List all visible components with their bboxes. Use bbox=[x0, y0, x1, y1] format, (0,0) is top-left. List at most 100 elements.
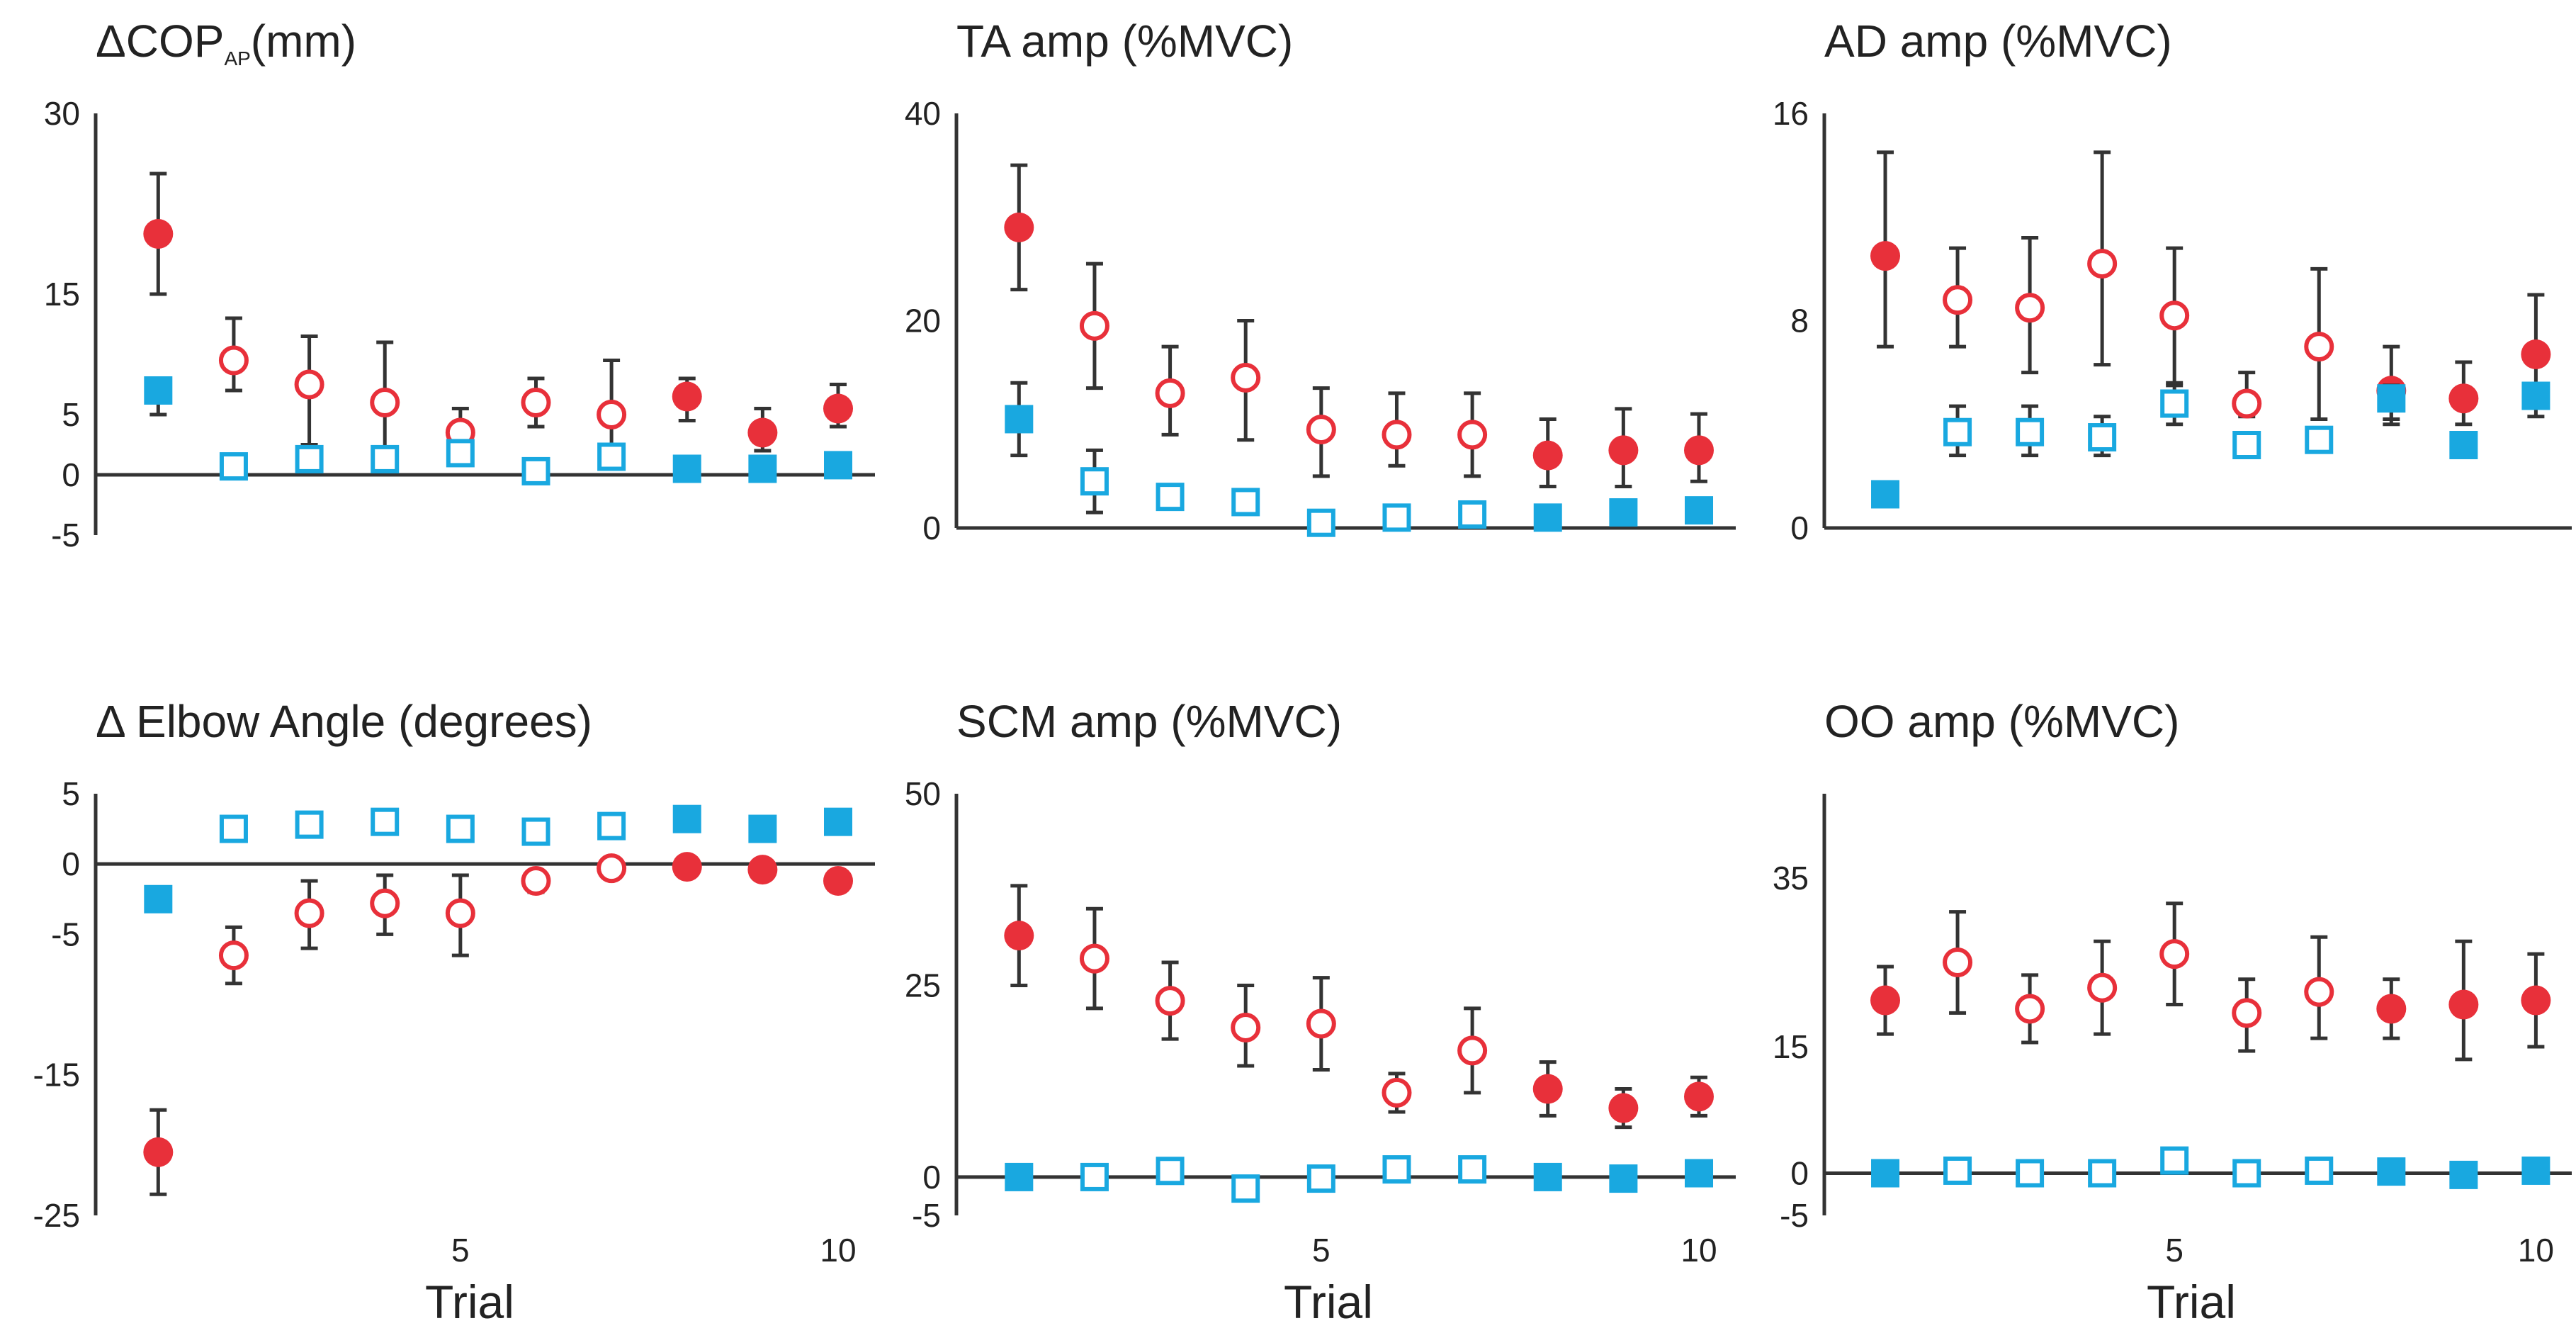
blue-open-square-point bbox=[219, 452, 248, 481]
red-filled-circle-point bbox=[1608, 1093, 1639, 1123]
red-filled-circle-point bbox=[2376, 994, 2407, 1024]
blue-open-square-point bbox=[1943, 1156, 1972, 1185]
blue-filled-square-point bbox=[748, 454, 777, 483]
blue-open-square-point bbox=[446, 814, 475, 843]
blue-filled-square-point bbox=[2377, 1157, 2406, 1186]
blue-filled-square-point bbox=[1005, 405, 1034, 434]
red-open-circle-point bbox=[370, 388, 400, 417]
red-filled-circle-point bbox=[1532, 1074, 1563, 1104]
red-filled-circle-point bbox=[1870, 985, 1901, 1016]
panel-title: TA amp (%MVC) bbox=[956, 16, 1293, 67]
red-open-circle-point bbox=[1943, 948, 1973, 977]
y-tick-label: 16 bbox=[1773, 95, 1809, 132]
red-open-circle-point bbox=[2304, 332, 2334, 362]
panel-title: Δ Elbow Angle (degrees) bbox=[96, 696, 592, 747]
y-tick-label: 40 bbox=[905, 95, 941, 132]
red-filled-circle-point bbox=[747, 855, 778, 885]
blue-open-square-point bbox=[1382, 503, 1411, 532]
blue-filled-square-point bbox=[1005, 1162, 1034, 1191]
y-tick-label: -25 bbox=[33, 1197, 80, 1234]
blue-filled-square-point bbox=[824, 451, 853, 480]
blue-filled-square-point bbox=[1871, 480, 1900, 509]
red-open-circle-point bbox=[1457, 420, 1488, 450]
y-tick-label: 15 bbox=[44, 276, 80, 313]
red-open-circle-point bbox=[1457, 1035, 1488, 1066]
red-filled-circle-point bbox=[1004, 212, 1034, 242]
blue-open-square-point bbox=[1156, 1157, 1185, 1186]
y-tick-label: -5 bbox=[912, 1197, 941, 1234]
blue-open-square-point bbox=[2305, 1156, 2334, 1185]
y-tick-label: 0 bbox=[62, 845, 80, 882]
blue-open-square-point bbox=[2160, 389, 2189, 418]
red-filled-circle-point bbox=[143, 1137, 174, 1167]
blue-open-square-point bbox=[2088, 1159, 2117, 1188]
blue-open-square-point bbox=[2160, 1146, 2189, 1175]
panel-title: AD amp (%MVC) bbox=[1824, 16, 2172, 67]
x-axis-title: Trial bbox=[425, 1276, 514, 1328]
y-tick-label: -5 bbox=[51, 916, 80, 952]
y-tick-label: 0 bbox=[1790, 1155, 1809, 1192]
panel-title: ΔCOPAP(mm) bbox=[96, 16, 356, 69]
panel-title: SCM amp (%MVC) bbox=[956, 696, 1342, 747]
red-open-circle-point bbox=[1155, 986, 1185, 1016]
blue-filled-square-point bbox=[144, 884, 173, 913]
red-open-circle-point bbox=[1306, 1008, 1336, 1039]
red-open-circle-point bbox=[2087, 249, 2118, 279]
red-open-circle-point bbox=[2232, 388, 2262, 419]
x-tick-label: 5 bbox=[2165, 1232, 2184, 1269]
red-open-circle-point bbox=[370, 888, 400, 918]
panel-ta-amp: TA amp (%MVC) 40 20 0 bbox=[905, 16, 1736, 546]
red-open-circle-point bbox=[1943, 285, 1973, 315]
red-filled-circle-point bbox=[2521, 985, 2551, 1016]
x-tick-label: 10 bbox=[2518, 1232, 2554, 1269]
y-tick-label: 0 bbox=[1790, 510, 1809, 546]
red-filled-circle-point bbox=[2448, 989, 2479, 1020]
blue-open-square-point bbox=[597, 811, 626, 841]
blue-filled-square-point bbox=[824, 807, 853, 836]
y-tick-label: -15 bbox=[33, 1057, 80, 1094]
panel-scm-amp: SCM amp (%MVC) 50 25 0-5 5 10 Trial bbox=[905, 696, 1736, 1328]
red-open-circle-point bbox=[1155, 378, 1185, 408]
red-filled-circle-point bbox=[2521, 339, 2551, 370]
blue-open-square-point bbox=[1080, 1162, 1109, 1191]
red-filled-circle-point bbox=[2448, 383, 2479, 414]
y-tick-label: 25 bbox=[905, 967, 941, 1004]
y-tick-label: -5 bbox=[1780, 1197, 1809, 1234]
blue-open-square-point bbox=[2232, 431, 2261, 459]
blue-open-square-point bbox=[295, 444, 324, 473]
blue-filled-square-point bbox=[2449, 431, 2478, 459]
x-tick-label: 5 bbox=[1312, 1232, 1331, 1269]
red-open-circle-point bbox=[1382, 420, 1412, 450]
red-open-circle-point bbox=[218, 345, 249, 376]
y-tick-label: 0 bbox=[62, 456, 80, 493]
blue-open-square-point bbox=[1231, 488, 1260, 517]
red-open-circle-point bbox=[597, 400, 627, 429]
x-tick-label: 5 bbox=[451, 1232, 470, 1269]
red-filled-circle-point bbox=[1684, 1081, 1714, 1112]
x-axis-title: Trial bbox=[1284, 1276, 1373, 1328]
blue-filled-square-point bbox=[2377, 384, 2406, 413]
y-tick-label: 15 bbox=[1773, 1028, 1809, 1065]
blue-filled-square-point bbox=[748, 814, 777, 843]
red-filled-circle-point bbox=[672, 381, 702, 412]
blue-open-square-point bbox=[2016, 1159, 2045, 1188]
red-filled-circle-point bbox=[1004, 921, 1034, 951]
red-open-circle-point bbox=[2159, 939, 2190, 969]
blue-open-square-point bbox=[1080, 467, 1109, 496]
blue-open-square-point bbox=[597, 442, 626, 471]
red-open-circle-point bbox=[294, 898, 324, 928]
red-open-circle-point bbox=[2015, 293, 2045, 323]
blue-open-square-point bbox=[1306, 508, 1335, 537]
blue-filled-square-point bbox=[672, 454, 701, 483]
blue-open-square-point bbox=[446, 439, 475, 468]
blue-open-square-point bbox=[1458, 500, 1487, 529]
panel-title: OO amp (%MVC) bbox=[1824, 696, 2179, 747]
y-tick-label: 50 bbox=[905, 775, 941, 812]
red-filled-circle-point bbox=[1608, 435, 1639, 466]
red-open-circle-point bbox=[2304, 977, 2334, 1007]
x-tick-label: 10 bbox=[1680, 1232, 1717, 1269]
blue-open-square-point bbox=[521, 817, 550, 846]
y-tick-label: 0 bbox=[922, 1159, 941, 1196]
red-open-circle-point bbox=[2159, 300, 2190, 331]
